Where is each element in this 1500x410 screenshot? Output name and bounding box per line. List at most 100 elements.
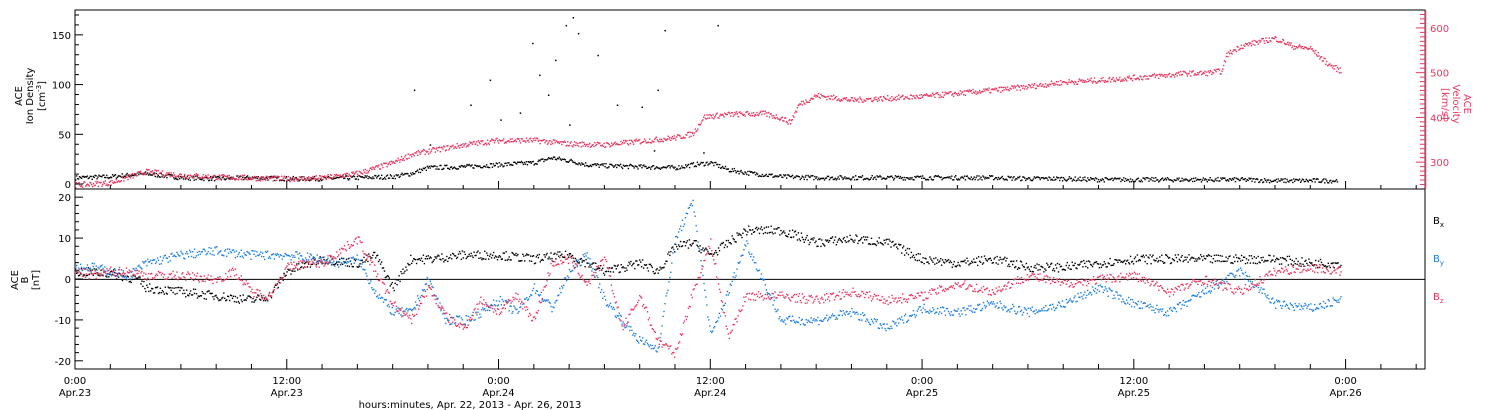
- velocity-point: [481, 140, 484, 142]
- density-point: [483, 165, 485, 168]
- by-point: [121, 276, 124, 278]
- bx-point: [144, 287, 146, 290]
- velocity-point: [849, 100, 851, 102]
- velocity-point: [705, 118, 707, 120]
- bx-point: [827, 239, 829, 241]
- bx-point: [614, 265, 616, 267]
- velocity-point: [361, 172, 363, 175]
- by-point: [299, 252, 301, 254]
- velocity-point: [378, 168, 381, 170]
- velocity-point: [925, 93, 928, 95]
- bx-point: [338, 261, 340, 263]
- velocity-point: [1317, 51, 1319, 54]
- bx-point: [702, 247, 704, 249]
- bx-point: [261, 295, 263, 297]
- density-point: [1061, 180, 1064, 182]
- bx-point: [1128, 262, 1130, 264]
- by-point: [251, 250, 253, 252]
- density-point: [1239, 179, 1241, 181]
- by-point: [480, 316, 482, 318]
- bx-point: [138, 276, 140, 278]
- velocity-point: [523, 140, 525, 142]
- by-point: [250, 258, 252, 260]
- bx-point: [1001, 262, 1003, 264]
- bx-point: [360, 259, 362, 262]
- bx-point: [738, 232, 740, 235]
- velocity-point: [1128, 75, 1130, 77]
- bx-point: [940, 264, 943, 266]
- velocity-point: [248, 178, 250, 180]
- bx-point: [563, 256, 565, 259]
- density-point: [1185, 178, 1187, 180]
- velocity-point: [811, 97, 813, 99]
- density-point: [1255, 178, 1257, 180]
- velocity-point: [119, 180, 122, 183]
- velocity-point: [453, 147, 455, 150]
- by-point: [318, 257, 320, 259]
- density-point: [915, 176, 917, 179]
- by-point: [823, 319, 825, 321]
- by-point: [207, 250, 209, 253]
- by-point: [900, 318, 902, 321]
- bx-point: [1221, 255, 1223, 257]
- velocity-point: [1225, 55, 1227, 58]
- velocity-point: [1087, 78, 1089, 80]
- bx-point: [916, 259, 918, 262]
- density-point: [502, 166, 504, 168]
- velocity-point: [641, 141, 643, 144]
- density-point: [955, 175, 957, 177]
- bx-point: [1332, 262, 1334, 264]
- velocity-point: [179, 173, 182, 175]
- bx-point: [503, 252, 505, 254]
- bx-point: [946, 259, 949, 262]
- density-point: [574, 161, 576, 164]
- velocity-point: [126, 176, 128, 178]
- bx-point: [188, 295, 190, 297]
- by-point: [306, 252, 309, 254]
- by-point: [264, 258, 266, 261]
- velocity-point: [1276, 40, 1278, 42]
- by-point: [280, 254, 282, 257]
- density-point: [606, 167, 608, 169]
- density-point: [911, 176, 913, 179]
- velocity-point: [221, 174, 223, 176]
- bx-point: [1171, 258, 1174, 260]
- bx-point: [653, 273, 655, 275]
- bx-point: [1212, 258, 1215, 260]
- velocity-point: [233, 178, 236, 180]
- by-point: [645, 339, 648, 341]
- density-point: [615, 164, 617, 166]
- by-point: [392, 313, 394, 316]
- density-point: [916, 175, 918, 178]
- velocity-point: [651, 140, 653, 142]
- by-point: [466, 319, 468, 321]
- density-point: [754, 171, 756, 173]
- density-point: [1285, 181, 1287, 184]
- velocity-point: [876, 99, 878, 101]
- velocity-point: [82, 182, 84, 185]
- bx-point: [285, 274, 287, 277]
- bx-point: [121, 279, 124, 282]
- velocity-point: [383, 162, 386, 165]
- velocity-point: [595, 143, 598, 146]
- velocity-point: [1133, 74, 1135, 76]
- by-point: [520, 306, 522, 308]
- bx-point: [1109, 257, 1111, 260]
- by-point: [410, 308, 412, 311]
- velocity-point: [1056, 83, 1059, 86]
- density-point: [537, 160, 539, 163]
- by-point: [776, 310, 778, 312]
- density-point: [971, 178, 973, 181]
- density-point: [492, 163, 495, 165]
- density-point: [1051, 178, 1053, 180]
- velocity-point: [1028, 84, 1031, 86]
- velocity-point: [592, 143, 594, 146]
- by-point: [254, 250, 256, 252]
- by-point: [287, 254, 289, 257]
- by-point: [248, 252, 250, 254]
- velocity-point: [500, 139, 502, 142]
- bx-point: [1254, 262, 1256, 265]
- by-point: [569, 271, 572, 273]
- velocity-point: [665, 139, 668, 141]
- bx-point: [1279, 257, 1282, 259]
